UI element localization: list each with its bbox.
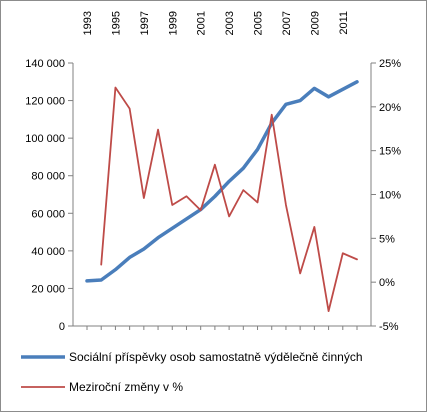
x-tick-label: 2003 [224,11,236,35]
legend: Sociální příspěvky osob samostatně výděl… [21,350,363,394]
x-tick-label: 1995 [110,11,122,35]
right-tick-label: 25% [379,58,401,70]
right-tick-label: 5% [379,233,395,245]
left-axis-ticks: 0 20 000 40 000 60 000 80 000 100 000 120 000 1… [25,58,73,333]
left-tick-label: 20 000 [31,283,65,295]
right-tick-label: 15% [379,146,401,158]
x-tick-label: 1999 [167,11,179,35]
x-tick-label: 2001 [196,11,208,35]
right-tick-label: 10% [379,190,401,202]
series-line-2 [101,88,357,312]
axes [73,63,371,326]
right-axis-ticks: -5% 0% 5% 10% 15% 20% 25% [371,58,401,333]
right-tick-label: 20% [379,102,401,114]
legend-label-series-2: Meziroční změny v % [69,380,183,394]
x-tick-label: 2007 [281,11,293,35]
x-tick-label: 2009 [309,11,321,35]
x-tick-label: 1997 [139,11,151,35]
right-tick-label: -5% [379,321,399,333]
left-tick-label: 40 000 [31,246,65,258]
series-layer [87,82,357,312]
top-axis-ticks: 1993 1995 1997 1999 2001 2003 2005 2007 2009 2011 [82,11,357,330]
left-tick-label: 60 000 [31,208,65,220]
x-tick-label: 1993 [82,11,94,35]
left-tick-label: 140 000 [25,58,65,70]
series-line-1 [87,82,357,281]
x-tick-label: 2005 [253,11,265,35]
left-tick-label: 120 000 [25,96,65,108]
legend-label-series-1: Sociální příspěvky osob samostatně výděl… [69,350,363,364]
x-tick-label: 2011 [338,11,350,35]
right-tick-label: 0% [379,277,395,289]
left-tick-label: 0 [59,321,65,333]
left-tick-label: 100 000 [25,133,65,145]
left-tick-label: 80 000 [31,171,65,183]
